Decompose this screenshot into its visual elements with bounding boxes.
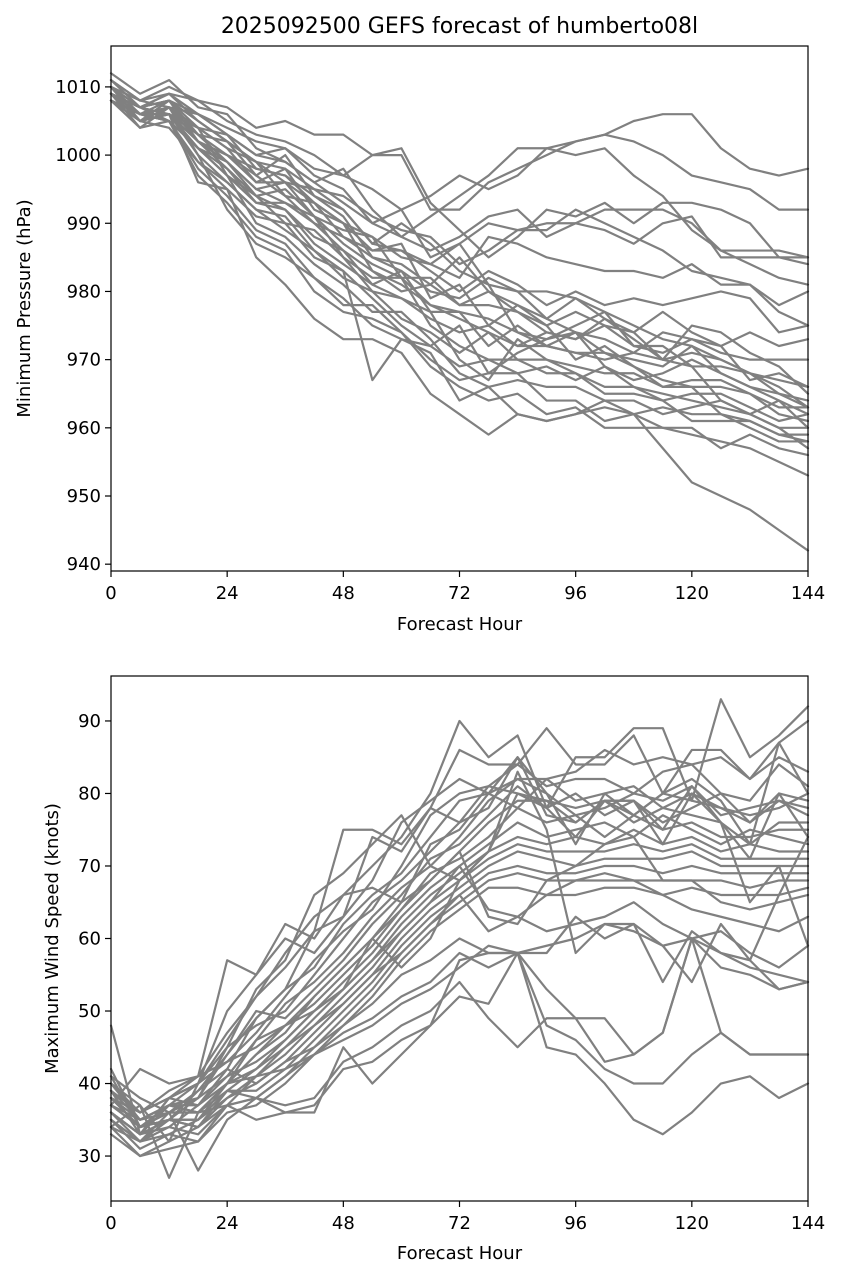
wind-series-line-25 xyxy=(109,951,810,1136)
wind-y-tick-label: 30 xyxy=(78,1146,101,1167)
pressure-x-ticks: 0 24 48 72 96 120 144 xyxy=(105,571,825,604)
wind-series-line-30 xyxy=(109,792,810,1143)
pressure-y-tick-label: 1000 xyxy=(55,145,101,166)
pressure-series-group xyxy=(109,72,810,552)
pressure-series-line-29 xyxy=(109,92,810,450)
pressure-y-tick-label: 960 xyxy=(67,418,101,439)
wind-y-tick-label: 40 xyxy=(78,1074,101,1095)
pressure-series-line-28 xyxy=(109,99,810,436)
wind-series-group xyxy=(109,698,810,1179)
pressure-series-line-17 xyxy=(109,92,810,457)
pressure-series-line-20 xyxy=(109,92,810,389)
wind-series-line-8 xyxy=(109,785,810,1121)
wind-y-tick-label: 70 xyxy=(78,856,101,877)
pressure-plot: 0 24 48 72 96 120 144 940 950 960 970 980 990 1000 10… xyxy=(14,45,825,635)
wind-series-line-29 xyxy=(109,719,810,1136)
wind-x-tick-label: 144 xyxy=(791,1213,825,1234)
pressure-y-tick-label: 990 xyxy=(67,213,101,234)
pressure-series-line-1 xyxy=(109,72,810,286)
wind-x-tick-label: 120 xyxy=(675,1213,709,1234)
wind-x-tick-label: 72 xyxy=(448,1213,471,1234)
wind-y-tick-label: 80 xyxy=(78,783,101,804)
pressure-x-tick-label: 96 xyxy=(564,583,587,604)
pressure-series-line-24 xyxy=(109,85,810,416)
wind-series-line-10 xyxy=(109,806,810,1114)
pressure-series-line-4 xyxy=(109,92,810,259)
pressure-series-line-3 xyxy=(109,85,810,211)
pressure-y-tick-label: 970 xyxy=(67,350,101,371)
wind-y-ticks: 30 40 50 60 70 80 90 xyxy=(78,711,111,1167)
pressure-y-ticks: 940 950 960 970 980 990 1000 1010 xyxy=(55,77,111,575)
pressure-x-tick-label: 144 xyxy=(791,583,825,604)
pressure-series-line-10 xyxy=(109,99,810,348)
wind-x-tick-label: 24 xyxy=(216,1213,239,1234)
pressure-series-line-19 xyxy=(109,99,810,477)
pressure-x-tick-label: 0 xyxy=(105,583,116,604)
pressure-x-tick-label: 120 xyxy=(675,583,709,604)
pressure-y-tick-label: 1010 xyxy=(55,77,101,98)
wind-plot: 0 24 48 72 96 120 144 30 40 50 60 70 80 90 Forecast … xyxy=(42,675,825,1264)
pressure-y-tick-label: 940 xyxy=(67,554,101,575)
wind-y-tick-label: 60 xyxy=(78,929,101,950)
pressure-x-axis-label: Forecast Hour xyxy=(397,614,523,635)
wind-series-line-11 xyxy=(109,814,810,1129)
pressure-y-tick-label: 980 xyxy=(67,281,101,302)
pressure-series-line-30 xyxy=(109,85,810,443)
wind-series-line-28 xyxy=(109,756,810,1107)
pressure-series-line-26 xyxy=(109,78,810,409)
pressure-y-axis-label: Minimum Pressure (hPa) xyxy=(14,199,35,417)
chart-title: 2025092500 GEFS forecast of humberto08l xyxy=(221,14,698,39)
pressure-plot-frame xyxy=(110,45,809,572)
wind-x-tick-label: 0 xyxy=(105,1213,116,1234)
wind-series-line-14 xyxy=(109,850,810,1121)
wind-x-ticks: 0 24 48 72 96 120 144 xyxy=(105,1201,825,1234)
wind-x-tick-label: 48 xyxy=(332,1213,355,1234)
wind-y-tick-label: 50 xyxy=(78,1001,101,1022)
wind-series-line-22 xyxy=(109,915,810,1172)
pressure-x-tick-label: 72 xyxy=(448,583,471,604)
pressure-series-line-2 xyxy=(109,78,810,211)
pressure-series-line-27 xyxy=(109,85,810,429)
pressure-y-tick-label: 950 xyxy=(67,486,101,507)
wind-y-axis-label: Maximum Wind Speed (knots) xyxy=(42,803,63,1074)
wind-x-axis-label: Forecast Hour xyxy=(397,1243,523,1264)
pressure-x-tick-label: 48 xyxy=(332,583,355,604)
pressure-series-line-18 xyxy=(109,85,810,552)
wind-series-line-26 xyxy=(109,951,810,1121)
wind-series-line-17 xyxy=(109,886,810,1158)
pressure-x-tick-label: 24 xyxy=(216,583,239,604)
wind-y-tick-label: 90 xyxy=(78,711,101,732)
pressure-series-line-16 xyxy=(109,99,810,443)
wind-x-tick-label: 96 xyxy=(564,1213,587,1234)
